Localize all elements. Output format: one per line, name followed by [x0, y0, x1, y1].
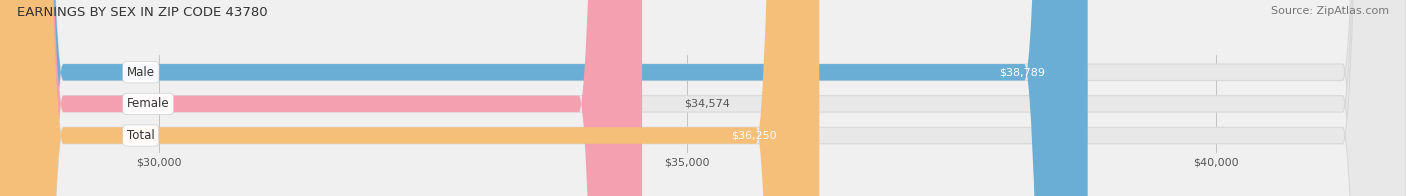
Text: Male: Male — [127, 66, 155, 79]
FancyBboxPatch shape — [0, 0, 643, 196]
Text: $38,789: $38,789 — [1000, 67, 1046, 77]
Text: $34,574: $34,574 — [685, 99, 730, 109]
Text: Total: Total — [127, 129, 155, 142]
Text: Female: Female — [127, 97, 170, 110]
Text: EARNINGS BY SEX IN ZIP CODE 43780: EARNINGS BY SEX IN ZIP CODE 43780 — [17, 6, 267, 19]
Text: $36,250: $36,250 — [731, 131, 778, 141]
FancyBboxPatch shape — [0, 0, 1088, 196]
Text: Source: ZipAtlas.com: Source: ZipAtlas.com — [1271, 6, 1389, 16]
FancyBboxPatch shape — [0, 0, 820, 196]
